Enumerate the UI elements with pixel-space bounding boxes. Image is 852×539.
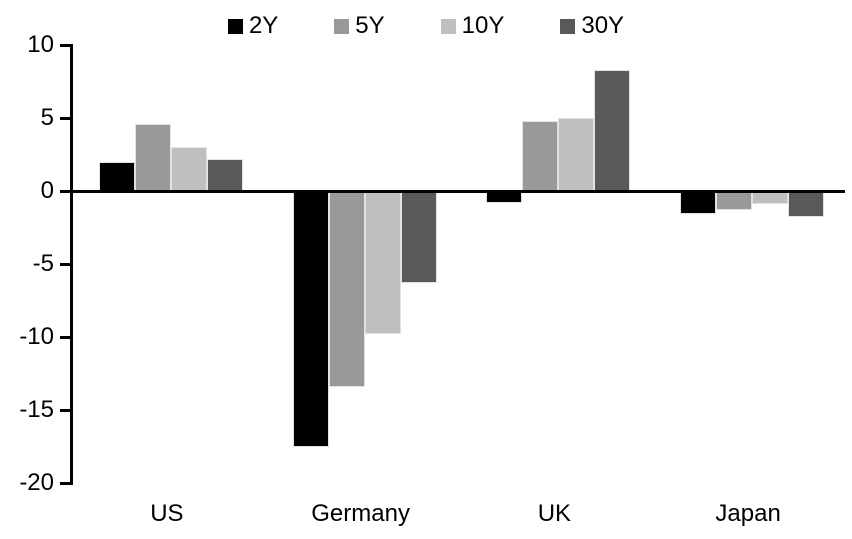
- bar-group-germany: [264, 45, 458, 483]
- legend-item-2y: 2Y: [227, 12, 279, 40]
- y-axis-tick-label: -10: [19, 323, 54, 350]
- legend-swatch-2y: [227, 18, 243, 34]
- bar-us-2y: [98, 161, 135, 191]
- bar-group-us: [70, 45, 264, 483]
- y-axis-tick-label: -5: [32, 250, 54, 277]
- bar-germany-30y: [400, 191, 437, 283]
- y-axis-tick-label: 0: [40, 177, 54, 204]
- x-axis-label-uk: UK: [537, 500, 572, 527]
- legend-swatch-5y: [334, 18, 350, 34]
- y-axis-tick-label: -20: [19, 469, 54, 496]
- legend-swatch-10y: [440, 18, 456, 34]
- bar-group-japan: [651, 45, 845, 483]
- bar-us-30y: [206, 158, 243, 191]
- bar-japan-5y: [716, 191, 753, 210]
- bar-us-10y: [170, 147, 207, 191]
- bar-us-5y: [134, 123, 171, 191]
- legend-label-30y: 30Y: [581, 12, 625, 39]
- y-axis-tick: [60, 262, 70, 266]
- y-axis-tick: [60, 189, 70, 193]
- bar-japan-2y: [680, 191, 717, 215]
- bar-uk-5y: [522, 120, 559, 191]
- legend-label-10y: 10Y: [461, 12, 505, 39]
- chart-legend: 2Y 5Y 10Y 30Y: [0, 12, 852, 40]
- bar-group-uk: [458, 45, 652, 483]
- bar-germany-5y: [328, 191, 365, 387]
- x-axis-label-germany: Germany: [311, 500, 410, 527]
- plot-area: [70, 45, 845, 483]
- y-axis-tick-label: -15: [19, 396, 54, 423]
- bar-uk-2y: [486, 191, 523, 203]
- x-axis-label-japan: Japan: [715, 500, 781, 527]
- y-axis-line: [70, 44, 73, 485]
- bar-germany-10y: [364, 191, 401, 335]
- legend-label-5y: 5Y: [355, 12, 385, 39]
- x-axis-label-us: US: [150, 500, 184, 527]
- legend-item-10y: 10Y: [440, 12, 505, 40]
- legend-item-30y: 30Y: [560, 12, 624, 40]
- y-axis-tick-label: 5: [40, 104, 54, 131]
- zero-gridline: [70, 189, 845, 193]
- y-axis-tick: [60, 408, 70, 412]
- legend-swatch-30y: [560, 18, 576, 34]
- bar-uk-30y: [594, 69, 631, 191]
- bar-uk-10y: [558, 118, 595, 191]
- bar-japan-30y: [788, 191, 825, 218]
- legend-label-2y: 2Y: [248, 12, 279, 39]
- legend-item-5y: 5Y: [334, 12, 385, 40]
- bar-japan-10y: [752, 191, 789, 205]
- y-axis-tick: [60, 481, 70, 485]
- y-axis-tick: [60, 335, 70, 339]
- y-axis-tick: [60, 43, 70, 47]
- y-axis-tick-label: 10: [27, 31, 54, 58]
- bar-germany-2y: [292, 191, 329, 447]
- y-axis-tick: [60, 116, 70, 120]
